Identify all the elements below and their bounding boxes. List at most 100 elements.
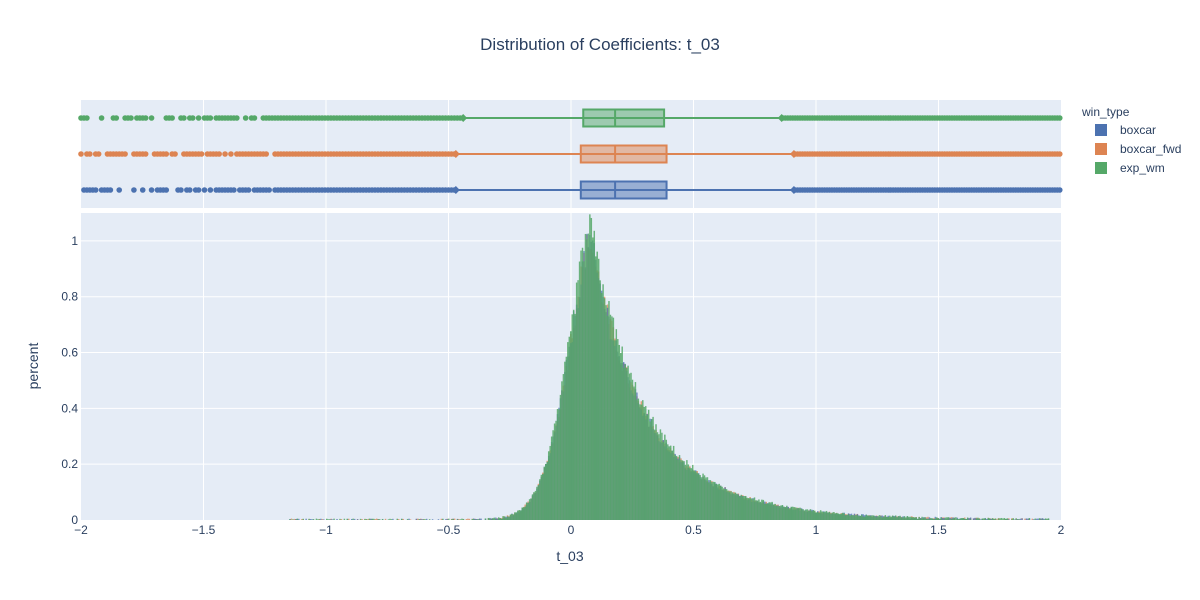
histogram-bar: [846, 514, 848, 520]
histogram-bar: [586, 239, 588, 520]
histogram-bar: [328, 519, 331, 520]
histogram-bar: [533, 492, 535, 520]
histogram-bar: [559, 394, 562, 520]
histogram-bar: [301, 519, 303, 520]
histogram-bar: [749, 497, 751, 520]
histogram-bar: [866, 515, 869, 520]
histogram-bar: [1011, 519, 1013, 520]
x-tick-label: −2: [74, 523, 88, 537]
histogram-bar: [805, 509, 807, 520]
x-axis-title: t_03: [556, 548, 583, 564]
histogram-bar: [815, 512, 817, 520]
histogram-bar: [647, 409, 650, 520]
histogram-bar: [484, 518, 487, 520]
x-tick-label: 1.5: [930, 523, 947, 537]
histogram-bar: [999, 518, 1001, 520]
histogram-bar: [1005, 518, 1007, 520]
histogram-bar: [418, 519, 421, 520]
histogram-bar: [833, 512, 835, 520]
legend-item-exp_wm[interactable]: exp_wm: [1095, 161, 1165, 175]
histogram-bar: [830, 513, 832, 520]
histogram-bar: [646, 415, 648, 520]
histogram-bar: [759, 501, 762, 520]
histogram-bar: [621, 346, 623, 520]
histogram-bar: [962, 517, 964, 520]
histogram-bar: [877, 515, 879, 520]
histogram-bar: [506, 516, 509, 520]
histogram-bar: [706, 477, 709, 520]
histogram-bar: [708, 482, 710, 520]
histogram-bar: [480, 518, 482, 520]
histogram-bar: [408, 518, 410, 520]
histogram-bar: [697, 473, 700, 520]
histogram-bar: [677, 459, 679, 520]
histogram-bar: [409, 519, 412, 520]
histogram-bar: [528, 499, 531, 520]
histogram-bar: [977, 517, 979, 520]
histogram-bar: [428, 519, 431, 520]
histogram-bar: [894, 515, 897, 520]
histogram-bar: [364, 519, 366, 520]
histogram-bar: [326, 518, 328, 520]
histogram-bar: [794, 507, 797, 520]
outlier-point: [231, 187, 237, 193]
histogram-bar: [634, 382, 637, 520]
legend-item-boxcar[interactable]: boxcar: [1095, 123, 1156, 137]
y-tick-label: 0.2: [61, 457, 78, 471]
outlier-point: [207, 187, 214, 193]
histogram-bar: [400, 518, 403, 520]
histogram-bar: [700, 477, 703, 520]
histogram-bar: [821, 511, 823, 520]
histogram-bar: [777, 506, 779, 520]
histogram-bar: [502, 516, 504, 520]
histogram-bar: [912, 517, 914, 520]
histogram-bar: [950, 518, 953, 520]
histogram-bar: [816, 512, 819, 520]
fence-marker: [459, 114, 468, 122]
histogram-bar: [320, 518, 322, 520]
histogram-bar: [808, 510, 810, 520]
histogram-bar: [420, 519, 422, 520]
histogram-bar: [990, 518, 992, 520]
histogram-bar: [1033, 519, 1035, 520]
histogram-bar: [592, 237, 594, 521]
histogram-bar: [834, 513, 837, 520]
histogram-bar: [1006, 518, 1009, 520]
x-tick-label: −1: [319, 523, 333, 537]
histogram-bar: [966, 517, 969, 520]
histogram-bar: [791, 506, 794, 520]
histogram-bar: [477, 518, 479, 520]
histogram-bar: [296, 518, 299, 520]
histogram-bar: [940, 517, 942, 520]
histogram-bar: [786, 505, 788, 520]
histogram-bar: [583, 261, 585, 520]
histogram-bar: [605, 305, 607, 520]
histogram-bar: [628, 373, 631, 520]
histogram-bar: [562, 374, 565, 520]
histogram-bar: [556, 408, 559, 520]
histogram-bar: [425, 518, 428, 520]
histogram-bar: [847, 514, 850, 520]
histogram-bar: [937, 518, 939, 520]
outlier-point: [142, 151, 149, 157]
outlier-point: [95, 151, 102, 157]
histogram-bar: [503, 516, 506, 520]
y-tick-label: 0.8: [61, 290, 78, 304]
histogram-bar: [922, 518, 925, 520]
histogram-bar: [612, 317, 615, 520]
histogram-bar: [862, 516, 865, 520]
histogram-bar: [653, 429, 656, 520]
histogram-bar: [625, 367, 628, 520]
fence-marker: [789, 186, 798, 194]
histogram-bar: [852, 515, 854, 520]
legend-item-boxcar_fwd[interactable]: boxcar_fwd: [1095, 142, 1181, 156]
histogram-bar: [914, 517, 916, 520]
legend[interactable]: win_type boxcar boxcar_fwd exp_wm: [1081, 105, 1181, 175]
outlier-point: [148, 187, 155, 193]
histogram-bar: [448, 518, 450, 520]
box-boxcar: [81, 180, 1063, 200]
histogram-bar: [818, 512, 820, 520]
histogram-bar: [497, 517, 500, 520]
histogram-bar: [587, 233, 590, 520]
histogram-bar: [975, 518, 978, 520]
